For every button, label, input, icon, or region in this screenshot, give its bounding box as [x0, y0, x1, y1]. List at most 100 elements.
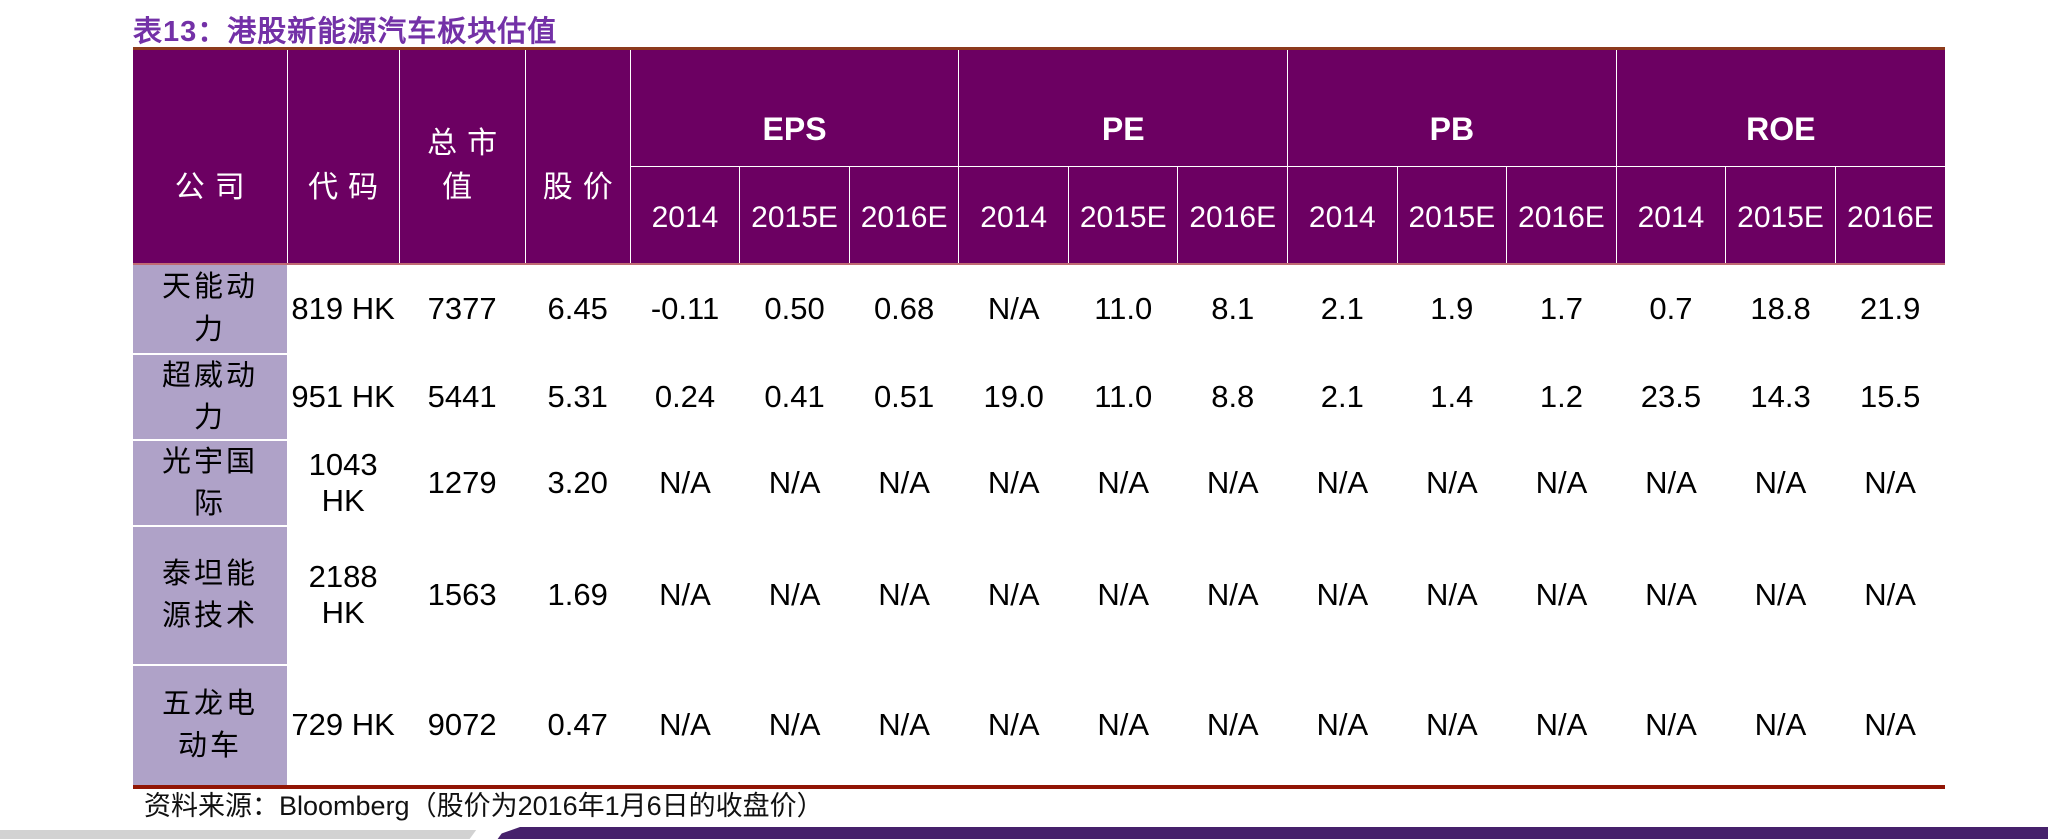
cell-roe-2014: N/A [1616, 664, 1726, 787]
header-group-pb: PB [1287, 48, 1617, 167]
header-market-cap: 总市值 [399, 48, 526, 265]
header-year-roe-2014: 2014 [1616, 166, 1727, 265]
bottom-bar [0, 827, 2048, 839]
cell-pe-2016e: N/A [1177, 664, 1288, 787]
cell-roe-2016e: N/A [1835, 439, 1945, 526]
header-group-eps: EPS [630, 48, 960, 167]
header-year-pe-2014: 2014 [958, 166, 1069, 265]
header-year-eps-2014: 2014 [630, 166, 741, 265]
cell-pe-2015e: N/A [1068, 439, 1178, 526]
header-group-pe: PE [958, 48, 1289, 167]
header-year-pe-2016e: 2016E [1177, 166, 1289, 265]
cell-roe-2015e: 14.3 [1725, 353, 1836, 440]
cell-eps-2014: N/A [630, 439, 740, 526]
header-year-pe-2015e: 2015E [1068, 166, 1179, 265]
cell-eps-2014: N/A [630, 664, 740, 787]
cell-company: 五龙电动车 [133, 664, 288, 787]
cell-roe-2015e: N/A [1725, 525, 1836, 665]
cell-price: 3.20 [525, 439, 631, 526]
cell-eps-2014: N/A [630, 525, 740, 665]
cell-code: 819 HK [287, 263, 400, 354]
cell-pb-2015e: N/A [1397, 664, 1507, 787]
cell-pb-2016e: 1.2 [1506, 353, 1617, 440]
cell-roe-2016e: 21.9 [1835, 263, 1945, 354]
cell-company: 光宇国际 [133, 439, 288, 527]
header-year-pb-2014: 2014 [1287, 166, 1398, 265]
cell-price: 5.31 [525, 353, 631, 440]
cell-roe-2015e: N/A [1725, 664, 1836, 787]
cell-market-cap: 1279 [399, 439, 526, 526]
header-price: 股价 [525, 48, 631, 265]
valuation-table: 公司 代码 总市值 股价 EPS PE PB ROE 2014 2015E 20… [133, 47, 1945, 789]
cell-eps-2015e: N/A [739, 439, 850, 526]
cell-roe-2015e: N/A [1725, 439, 1836, 526]
cell-roe-2014: N/A [1616, 439, 1726, 526]
cell-pb-2016e: N/A [1506, 439, 1617, 526]
cell-eps-2016e: N/A [849, 664, 959, 787]
cell-roe-2014: 23.5 [1616, 353, 1726, 440]
cell-code: 951 HK [287, 353, 400, 440]
bottom-bar-gray-segment [0, 830, 486, 839]
table-row: 超威动力 951 HK 5441 5.31 0.24 0.41 0.51 19.… [133, 353, 1945, 441]
table-row: 五龙电动车 729 HK 9072 0.47 N/A N/A N/A N/A N… [133, 664, 1945, 787]
cell-pb-2015e: 1.4 [1397, 353, 1507, 440]
header-year-row: 2014 2015E 2016E 2014 2015E 2016E 2014 2… [133, 166, 1945, 265]
table-title: 表13：港股新能源汽车板块估值 [133, 16, 558, 48]
cell-pe-2014: 19.0 [958, 353, 1069, 440]
table-row: 泰坦能源技术 2188 HK 1563 1.69 N/A N/A N/A N/A… [133, 525, 1945, 666]
cell-pb-2014: N/A [1287, 525, 1398, 665]
header-group-row: 公司 代码 总市值 股价 EPS PE PB ROE [133, 48, 1945, 265]
cell-pb-2014: 2.1 [1287, 263, 1398, 354]
cell-price: 1.69 [525, 525, 631, 665]
cell-company: 天能动力 [133, 263, 288, 355]
cell-roe-2014: 0.7 [1616, 263, 1726, 354]
cell-roe-2016e: N/A [1835, 525, 1945, 665]
cell-pe-2014: N/A [958, 439, 1069, 526]
cell-eps-2015e: 0.41 [739, 353, 850, 440]
cell-pe-2014: N/A [958, 664, 1069, 787]
table-row: 光宇国际 1043 HK 1279 3.20 N/A N/A N/A N/A N… [133, 439, 1945, 527]
header-year-roe-2015e: 2015E [1725, 166, 1836, 265]
cell-pe-2016e: 8.8 [1177, 353, 1288, 440]
cell-pb-2016e: 1.7 [1506, 263, 1617, 354]
cell-code: 729 HK [287, 664, 400, 787]
cell-pe-2015e: N/A [1068, 525, 1178, 665]
cell-pb-2015e: N/A [1397, 525, 1507, 665]
cell-eps-2014: -0.11 [630, 263, 740, 354]
cell-eps-2016e: 0.51 [849, 353, 959, 440]
cell-code: 1043 HK [287, 439, 400, 526]
cell-eps-2015e: N/A [739, 525, 850, 665]
cell-price: 6.45 [525, 263, 631, 354]
cell-pe-2015e: 11.0 [1068, 353, 1178, 440]
cell-company: 超威动力 [133, 353, 288, 441]
cell-pb-2014: N/A [1287, 664, 1398, 787]
bottom-bar-purple-segment [486, 827, 2048, 839]
cell-market-cap: 1563 [399, 525, 526, 665]
header-code: 代码 [287, 48, 400, 265]
cell-pe-2014: N/A [958, 263, 1069, 354]
header-group-roe: ROE [1616, 48, 1945, 167]
cell-roe-2016e: 15.5 [1835, 353, 1945, 440]
cell-price: 0.47 [525, 664, 631, 787]
cell-pe-2015e: 11.0 [1068, 263, 1178, 354]
cell-market-cap: 5441 [399, 353, 526, 440]
cell-pb-2016e: N/A [1506, 664, 1617, 787]
header-year-pb-2015e: 2015E [1397, 166, 1508, 265]
cell-pb-2014: 2.1 [1287, 353, 1398, 440]
cell-eps-2014: 0.24 [630, 353, 740, 440]
cell-market-cap: 7377 [399, 263, 526, 354]
cell-roe-2015e: 18.8 [1725, 263, 1836, 354]
source-note: 资料来源：Bloomberg（股价为2016年1月6日的收盘价） [144, 791, 824, 821]
cell-market-cap: 9072 [399, 664, 526, 787]
cell-eps-2016e: N/A [849, 439, 959, 526]
cell-eps-2016e: 0.68 [849, 263, 959, 354]
cell-eps-2015e: N/A [739, 664, 850, 787]
cell-company: 泰坦能源技术 [133, 525, 288, 666]
cell-pb-2014: N/A [1287, 439, 1398, 526]
cell-eps-2016e: N/A [849, 525, 959, 665]
cell-pb-2015e: N/A [1397, 439, 1507, 526]
cell-pe-2016e: N/A [1177, 525, 1288, 665]
cell-pe-2016e: 8.1 [1177, 263, 1288, 354]
cell-pe-2015e: N/A [1068, 664, 1178, 787]
